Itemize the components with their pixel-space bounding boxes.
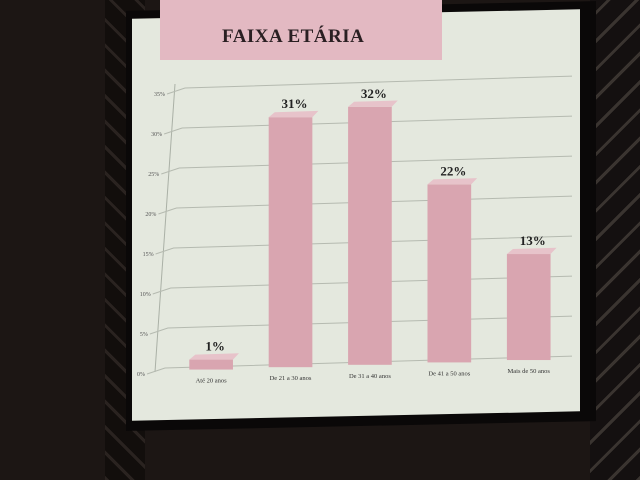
title-banner: [160, 0, 442, 60]
data-label: 32%: [361, 86, 387, 101]
x-tick-label: Até 20 anos: [196, 378, 228, 385]
y-tick-label: 0%: [137, 372, 145, 378]
y-tick-label: 20%: [145, 212, 156, 218]
y-tick-label: 5%: [140, 332, 148, 338]
bar-top: [506, 247, 557, 255]
truss-right: [590, 0, 640, 480]
y-tick-label: 15%: [143, 252, 154, 258]
data-label: 22%: [440, 163, 466, 178]
bar: [506, 254, 551, 361]
bar-top: [189, 353, 239, 360]
data-label: 31%: [282, 96, 308, 111]
x-tick-label: De 41 a 50 anos: [428, 370, 470, 377]
x-tick-label: De 21 a 30 anos: [270, 375, 312, 382]
gridline: [166, 75, 573, 95]
bar: [348, 106, 392, 365]
y-tick-label: 35%: [154, 92, 165, 98]
bar: [189, 359, 233, 370]
bar: [427, 184, 472, 363]
bar-top: [268, 110, 319, 118]
bar-top: [348, 100, 398, 107]
data-label: 13%: [520, 233, 546, 248]
gridline: [161, 155, 573, 175]
data-label: 1%: [205, 339, 225, 354]
chart-title: FAIXA ETÁRIA: [222, 26, 365, 47]
gridline: [163, 115, 573, 135]
x-tick-label: Mais de 50 anos: [508, 368, 551, 375]
bar: [268, 117, 313, 368]
y-tick-label: 10%: [140, 292, 151, 298]
x-tick-label: De 31 a 40 anos: [349, 373, 391, 380]
y-tick-label: 30%: [151, 132, 162, 138]
bar-top: [427, 178, 478, 185]
y-tick-label: 25%: [148, 172, 159, 178]
